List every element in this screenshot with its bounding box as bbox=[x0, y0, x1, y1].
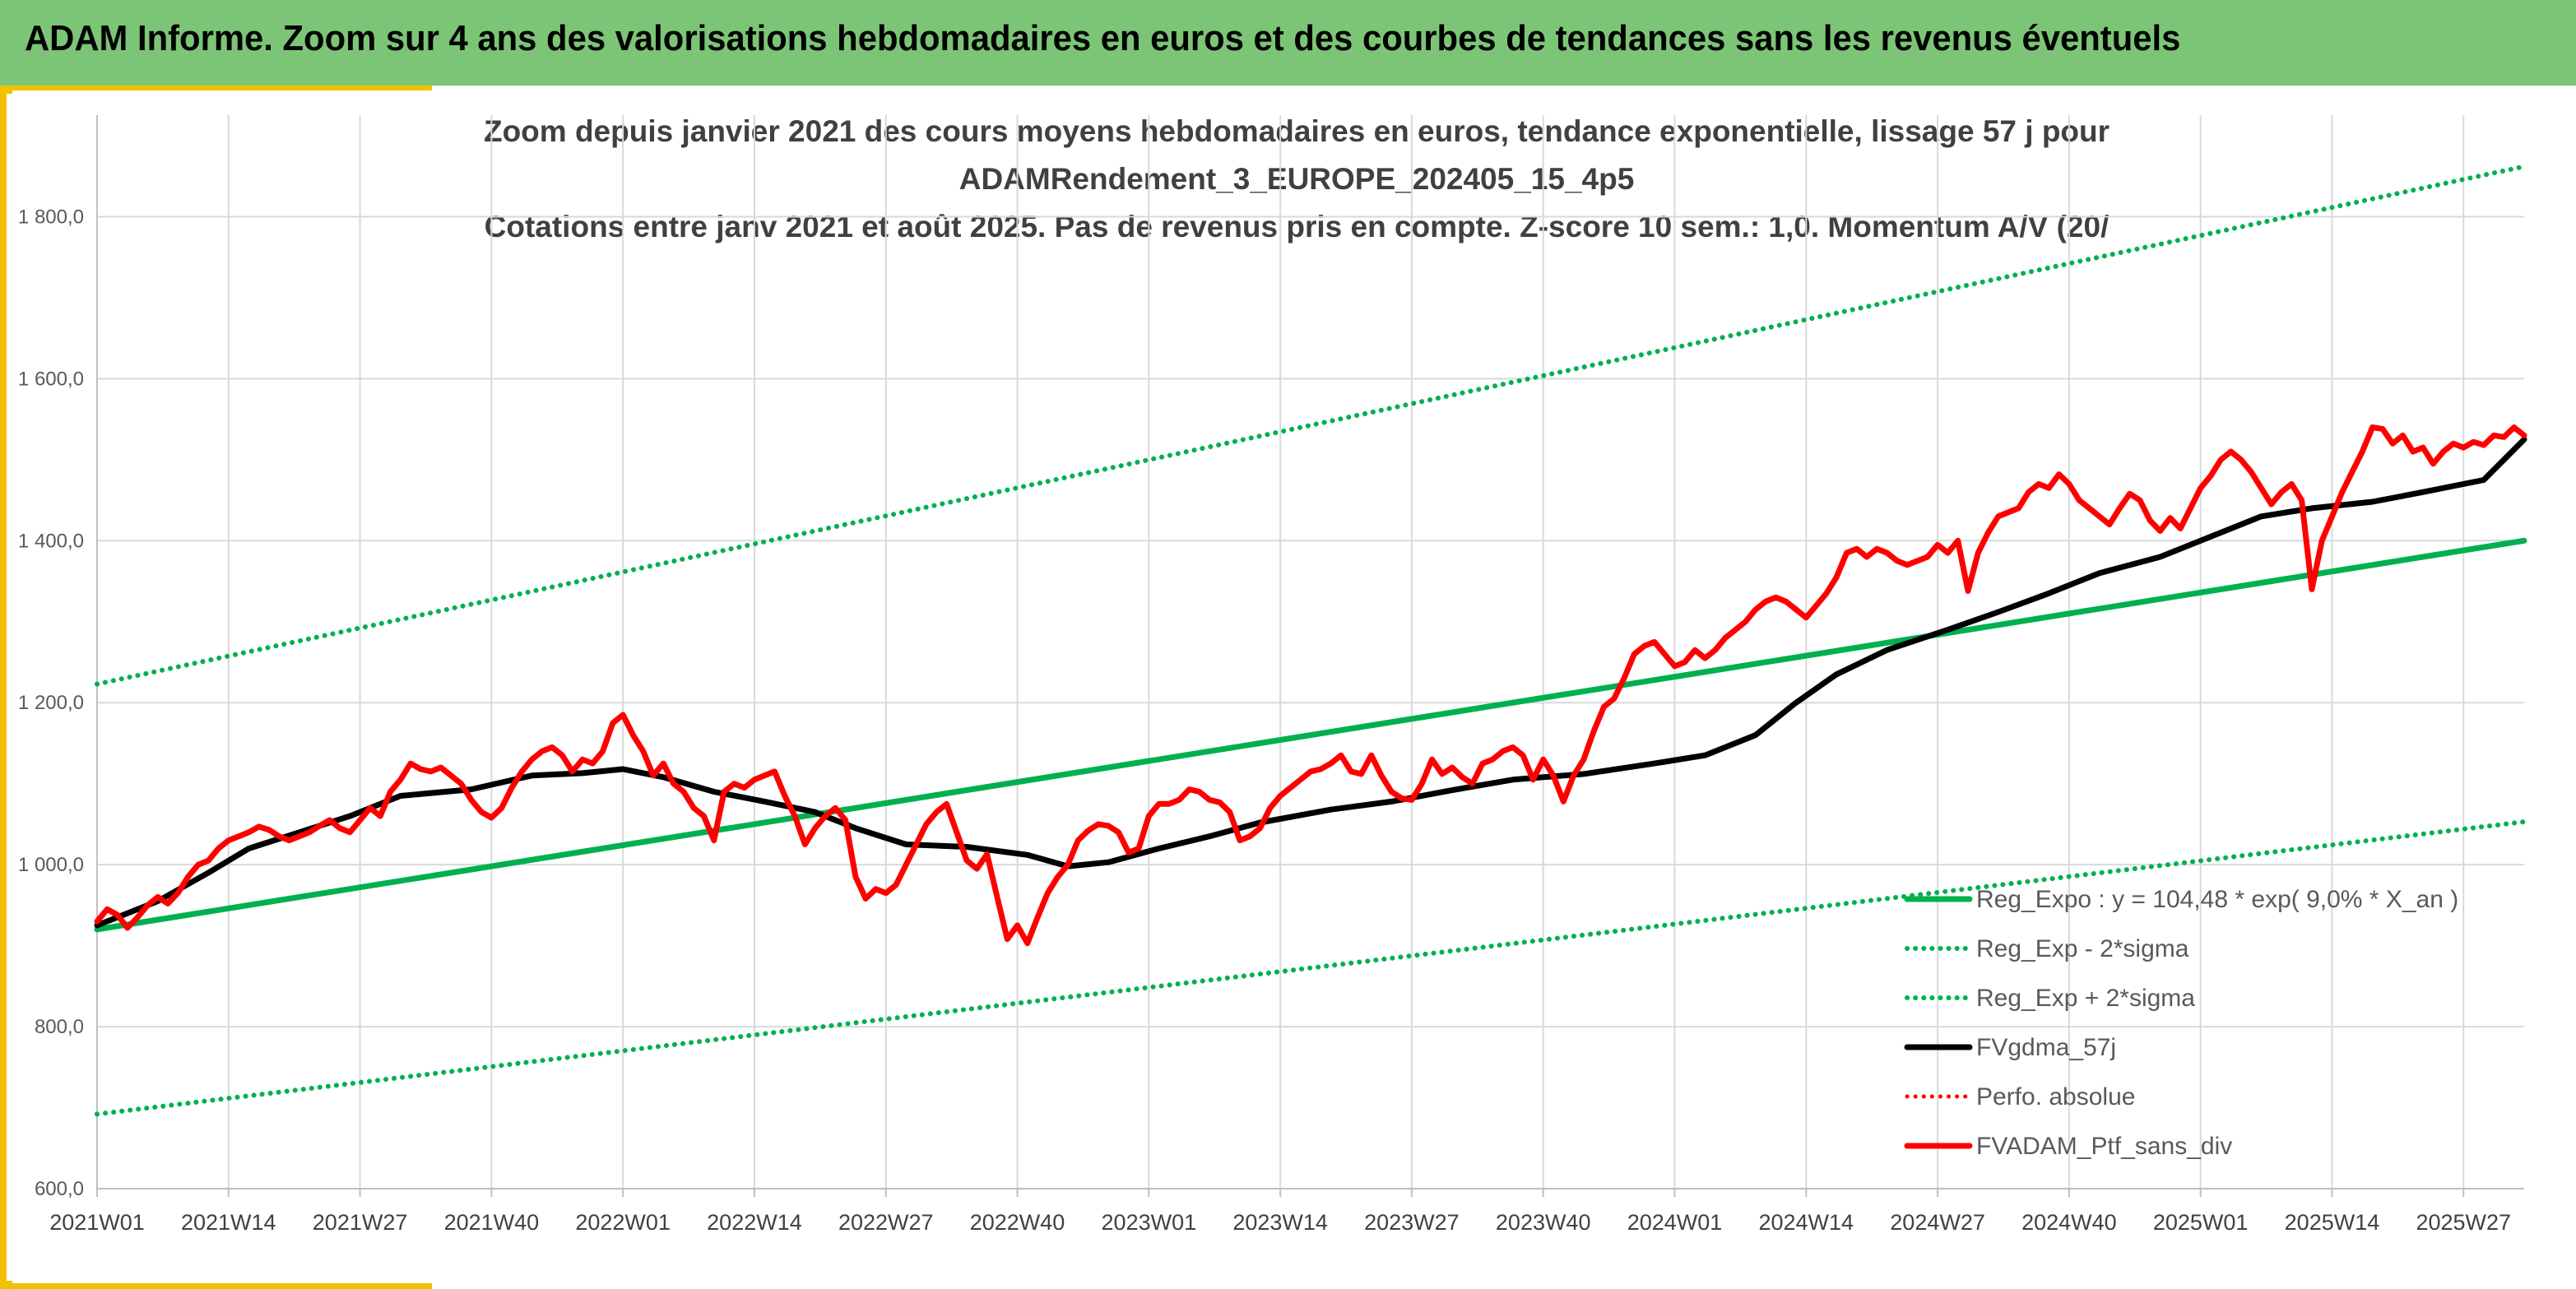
chart-title-line-1: Zoom depuis janvier 2021 des cours moyen… bbox=[484, 114, 2110, 148]
x-tick-label: 2023W14 bbox=[1232, 1210, 1328, 1235]
axes bbox=[96, 115, 2524, 1197]
x-tick-label: 2025W14 bbox=[2285, 1210, 2380, 1235]
legend: Reg_Expo : y = 104,48 * exp( 9,0% * X_an… bbox=[1904, 886, 2458, 1160]
accent-bar-bottom bbox=[0, 1281, 432, 1289]
y-tick-label: 1 000,0 bbox=[18, 854, 84, 876]
legend-label-6: FVADAM_Ptf_sans_div bbox=[1976, 1133, 2232, 1160]
legend-label-4: FVgdma_57j bbox=[1976, 1034, 2116, 1061]
x-axis-labels: 2021W01 2021W14 2021W27 2021W40 2022W01 2022W… bbox=[49, 1210, 2511, 1235]
series-line-1 bbox=[94, 537, 2527, 933]
series-line-3 bbox=[95, 164, 2527, 687]
x-tick-label: 2022W27 bbox=[838, 1210, 934, 1235]
y-tick-label: 1 200,0 bbox=[18, 692, 84, 714]
x-tick-label: 2022W40 bbox=[970, 1210, 1065, 1235]
legend-label-2: Reg_Exp - 2*sigma bbox=[1976, 935, 2189, 962]
chart-title-line-3: Cotations entre janv 2021 et août 2025. … bbox=[485, 210, 2110, 243]
y-tick-label: 800,0 bbox=[35, 1016, 84, 1038]
x-tick-label: 2025W01 bbox=[2153, 1210, 2249, 1235]
x-tick-label: 2023W27 bbox=[1364, 1210, 1460, 1235]
y-tick-label: 1 400,0 bbox=[18, 530, 84, 552]
legend-label-3: Reg_Exp + 2*sigma bbox=[1976, 985, 2195, 1012]
series-lines bbox=[94, 164, 2527, 1117]
x-tick-label: 2021W01 bbox=[49, 1210, 145, 1235]
series-line-2 bbox=[95, 819, 2527, 1117]
x-tick-label: 2024W01 bbox=[1627, 1210, 1723, 1235]
y-tick-label: 1 600,0 bbox=[18, 368, 84, 390]
y-axis-labels: 600,0 800,0 1 000,0 1 200,0 1 400,0 1 600,0 1 … bbox=[18, 206, 84, 1200]
y-tick-label: 1 800,0 bbox=[18, 206, 84, 228]
x-tick-label: 2024W40 bbox=[2021, 1210, 2117, 1235]
chart-area bbox=[12, 90, 2563, 1283]
chart-title-line-2: ADAMRendement_3_EUROPE_202405_15_4p5 bbox=[959, 162, 1635, 196]
header-banner: ADAM Informe. Zoom sur 4 ans des valoris… bbox=[0, 0, 2576, 86]
x-tick-label: 2024W27 bbox=[1890, 1210, 1985, 1235]
x-tick-label: 2023W01 bbox=[1102, 1210, 1197, 1235]
x-tick-label: 2021W40 bbox=[444, 1210, 540, 1235]
x-tick-label: 2024W14 bbox=[1758, 1210, 1854, 1235]
x-tick-label: 2022W14 bbox=[707, 1210, 802, 1235]
x-tick-label: 2022W01 bbox=[575, 1210, 671, 1235]
y-tick-label: 600,0 bbox=[35, 1178, 84, 1200]
legend-label-5: Perfo. absolue bbox=[1976, 1083, 2135, 1110]
banner-title: ADAM Informe. Zoom sur 4 ans des valoris… bbox=[25, 18, 2181, 58]
gridlines bbox=[97, 115, 2524, 1189]
legend-label-1: Reg_Expo : y = 104,48 * exp( 9,0% * X_an… bbox=[1976, 886, 2458, 913]
x-tick-label: 2023W40 bbox=[1496, 1210, 1591, 1235]
series-line-6 bbox=[94, 424, 2527, 947]
accent-bar-left bbox=[0, 86, 7, 1289]
x-tick-label: 2021W14 bbox=[181, 1210, 276, 1235]
accent-bar-top bbox=[0, 86, 432, 94]
x-tick-label: 2021W27 bbox=[313, 1210, 408, 1235]
x-tick-label: 2025W27 bbox=[2416, 1210, 2511, 1235]
